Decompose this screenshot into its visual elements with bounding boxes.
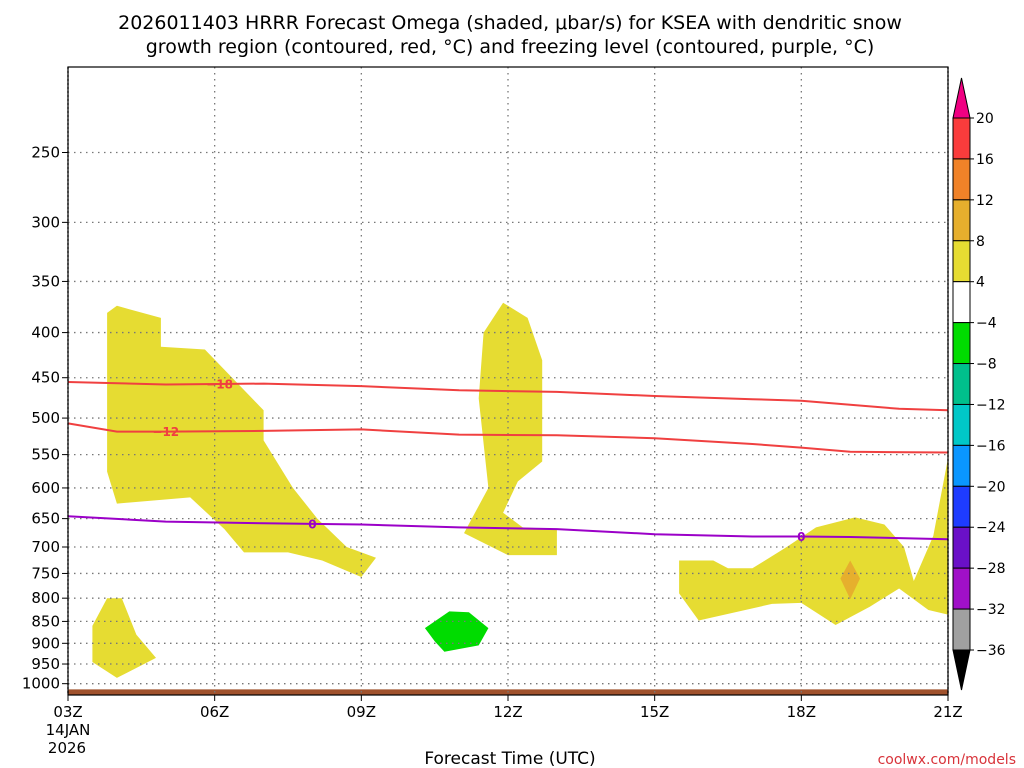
colorbar-bin-16-to-20	[952, 117, 971, 160]
colorbar-label-7: −12	[976, 397, 1006, 413]
omega-shaded-region-4	[840, 560, 860, 600]
contour-line-0	[67, 381, 949, 412]
y-tick-label-0: 250	[31, 143, 60, 161]
omega-shaded-region-2	[679, 458, 948, 625]
colorbar-label-2: 12	[976, 193, 994, 209]
credit-text: coolwx.com/models	[878, 752, 1016, 768]
y-axis: 250 300 350 400 450 500 550 600 650 700 750 800 850 9…	[22, 143, 68, 693]
y-tick-label-1: 300	[31, 213, 60, 231]
colorbar-label-1: 16	[976, 152, 994, 168]
colorbar-bin--12-to--8	[952, 363, 971, 405]
colorbar-bin-8-to-12	[952, 199, 971, 242]
x-tick-label-0: 03Z	[53, 703, 82, 721]
colorbar-label-3: 8	[976, 234, 985, 250]
colorbar-bin--24-to--20	[952, 485, 971, 528]
chart-title-line2: growth region (contoured, red, °C) and f…	[146, 36, 875, 58]
contour-label-1: −12	[152, 425, 179, 439]
omega-shaded-region-5	[424, 611, 489, 652]
colorbar-bin--36-to--32	[952, 608, 971, 651]
y-tick-label-4: 450	[31, 369, 60, 387]
contour-line-2	[67, 515, 949, 541]
x-axis-label: Forecast Time (UTC)	[424, 749, 595, 768]
x-tick-label-2: 09Z	[347, 703, 376, 721]
colorbar-bin--28-to--24	[952, 526, 971, 569]
colorbar-bin-4-to-8	[952, 240, 971, 283]
y-tick-label-12: 850	[31, 612, 60, 630]
colorbar-bin--20-to--16	[952, 444, 971, 487]
x-tick-label-5: 18Z	[787, 703, 816, 721]
colorbar-label-5: −4	[976, 316, 997, 332]
colorbar-label-4: 4	[976, 275, 985, 291]
y-tick-label-6: 550	[31, 446, 60, 464]
colorbar-label-11: −28	[976, 561, 1006, 577]
colorbar-bin--4-to-4	[952, 281, 971, 324]
y-tick-label-10: 750	[31, 564, 60, 582]
x-tick-label-6: 21Z	[933, 703, 962, 721]
colorbar-bin--16-to--12	[952, 403, 971, 446]
contour-label-3: 0	[797, 530, 805, 544]
y-tick-label-7: 600	[31, 479, 60, 497]
colorbar-label-0: 20	[976, 111, 994, 127]
omega-shaded-region-3	[92, 598, 156, 678]
y-tick-label-11: 800	[31, 589, 60, 607]
contour-label-0: −18	[206, 378, 233, 392]
colorbar-top-arrow	[952, 77, 971, 119]
plot-area: −18 −12 0 0	[67, 66, 949, 696]
contour-label-2: 0	[308, 517, 316, 531]
colorbar-label-8: −16	[976, 438, 1006, 454]
y-tick-label-8: 650	[31, 510, 60, 528]
colorbar-bin-12-to-16	[952, 158, 971, 201]
omega-shaded-region-0	[107, 305, 376, 577]
y-tick-label-15: 1000	[22, 675, 60, 693]
colorbar-label-12: −32	[976, 602, 1006, 618]
colorbar-bin--32-to--28	[952, 567, 971, 610]
contour-line-1	[67, 422, 949, 454]
colorbar-legend: 20 16 12 8 4 −4 −8 −12 −16 −20 −24 −28 −32 −36	[952, 77, 1006, 691]
y-tick-label-5: 500	[31, 409, 60, 427]
y-tick-label-13: 900	[31, 634, 60, 652]
x-tick-label-4: 15Z	[640, 703, 669, 721]
x-tick-label-3: 12Z	[493, 703, 522, 721]
x-tick-date-0: 14JAN	[46, 721, 91, 739]
colorbar-label-6: −8	[976, 357, 997, 373]
chart-title-line1: 2026011403 HRRR Forecast Omega (shaded, …	[118, 12, 902, 34]
x-tick-year-0: 2026	[48, 739, 86, 757]
x-tick-label-1: 06Z	[200, 703, 229, 721]
omega-shaded-region-1	[464, 302, 557, 556]
y-tick-label-2: 350	[31, 272, 60, 290]
colorbar-bottom-arrow	[952, 649, 971, 691]
colorbar-label-9: −20	[976, 479, 1006, 495]
colorbar-label-10: −24	[976, 520, 1006, 536]
colorbar-bin--8-to--4	[952, 322, 971, 365]
y-tick-label-3: 400	[31, 324, 60, 342]
colorbar-label-13: −36	[976, 643, 1006, 659]
y-tick-label-9: 700	[31, 538, 60, 556]
y-tick-label-14: 950	[31, 655, 60, 673]
